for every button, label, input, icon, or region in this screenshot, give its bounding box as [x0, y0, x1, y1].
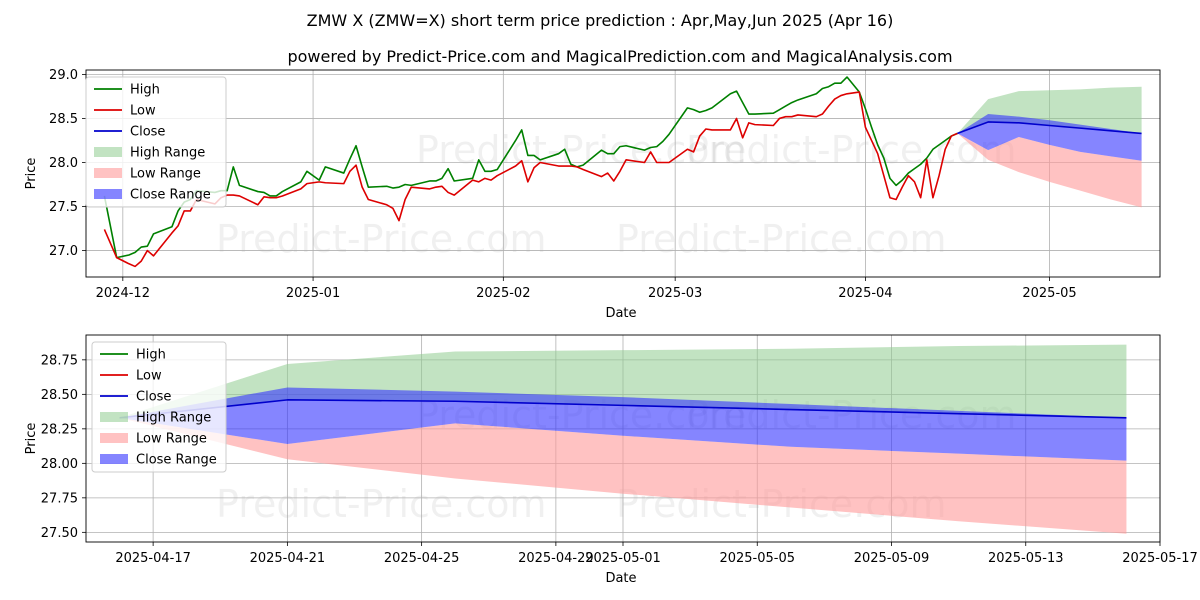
x-tick-label: 2025-05-17	[1122, 551, 1198, 566]
y-axis-label: Price	[24, 423, 39, 455]
close-range-band	[957, 114, 1142, 161]
legend-swatch-high-range	[94, 147, 122, 157]
bottom-panel: Predict-Price.comPredict-Price.comPredic…	[24, 334, 1198, 586]
x-tick-label: 2025-02	[476, 286, 530, 301]
legend-label: High Range	[136, 411, 211, 426]
watermark: Predict-Price.com	[616, 217, 947, 261]
chart-title: ZMW X (ZMW=X) short term price predictio…	[307, 11, 894, 30]
y-tick-label: 27.0	[49, 244, 78, 259]
legend-swatch-low-range	[100, 433, 128, 443]
watermark: Predict-Price.com	[216, 482, 547, 526]
legend-swatch-close-range	[94, 189, 122, 199]
low-range-band	[119, 417, 1127, 534]
plot-area	[86, 70, 1160, 277]
y-tick-label: 28.0	[49, 156, 78, 171]
x-tick-label: 2025-04-17	[115, 551, 191, 566]
low-line	[103, 91, 958, 268]
low-range-band	[957, 133, 1142, 208]
legend-swatch-low-range	[94, 168, 122, 178]
y-tick-label: 28.00	[41, 457, 78, 472]
legend: High Low Close High Range Low Range Close Ran…	[91, 341, 227, 473]
x-tick-label: 2025-04-29	[518, 551, 594, 566]
legend-label: Close	[130, 125, 165, 140]
legend-label: Low	[130, 104, 156, 119]
legend-label: Low	[136, 369, 162, 384]
x-tick-label: 2025-03	[648, 286, 702, 301]
x-axis-label: Date	[605, 306, 636, 321]
watermark: Predict-Price.com	[216, 217, 547, 261]
legend-label: Low Range	[136, 432, 207, 447]
axes-frame	[85, 334, 1161, 543]
x-tick-label: 2025-01	[286, 286, 340, 301]
legend-label: Close	[136, 390, 171, 405]
x-tick-label: 2025-05-01	[585, 551, 661, 566]
legend-label: High	[130, 83, 160, 98]
close-line	[119, 399, 1127, 419]
y-tick-label: 28.5	[49, 112, 78, 127]
y-tick-label: 27.5	[49, 200, 78, 215]
high-line	[103, 76, 958, 259]
close-range-band	[119, 387, 1127, 461]
legend-swatch-high-range	[100, 412, 128, 422]
x-tick-label: 2025-04	[838, 286, 892, 301]
legend-label: Low Range	[130, 167, 201, 182]
y-tick-label: 28.50	[41, 388, 78, 403]
legend-label: High	[136, 348, 166, 363]
x-tick-label: 2024-12	[96, 286, 150, 301]
x-tick-label: 2025-05-09	[854, 551, 930, 566]
legend-swatch-close-range	[100, 454, 128, 464]
y-axis-label: Price	[24, 158, 39, 190]
x-tick-label: 2025-04-25	[384, 551, 460, 566]
top-panel: Predict-Price.comPredict-Price.comPredic…	[24, 68, 1161, 321]
x-tick-label: 2025-05-05	[719, 551, 795, 566]
legend-label: High Range	[130, 146, 205, 161]
x-axis-label: Date	[605, 571, 636, 586]
y-tick-label: 29.0	[49, 68, 78, 83]
x-tick-label: 2025-05-13	[988, 551, 1064, 566]
legend-label: Close Range	[130, 188, 211, 203]
x-tick-label: 2025-05	[1022, 286, 1076, 301]
y-tick-label: 27.75	[41, 491, 78, 506]
x-tick-label: 2025-04-21	[250, 551, 326, 566]
legend: High Low Close High Range Low Range Close Ran…	[85, 76, 227, 208]
legend-label: Close Range	[136, 453, 217, 468]
chart-subtitle: powered by Predict-Price.com and Magical…	[287, 47, 952, 66]
y-tick-label: 28.75	[41, 353, 78, 368]
close-line	[957, 121, 1142, 135]
y-tick-label: 27.50	[41, 526, 78, 541]
y-tick-label: 28.25	[41, 422, 78, 437]
